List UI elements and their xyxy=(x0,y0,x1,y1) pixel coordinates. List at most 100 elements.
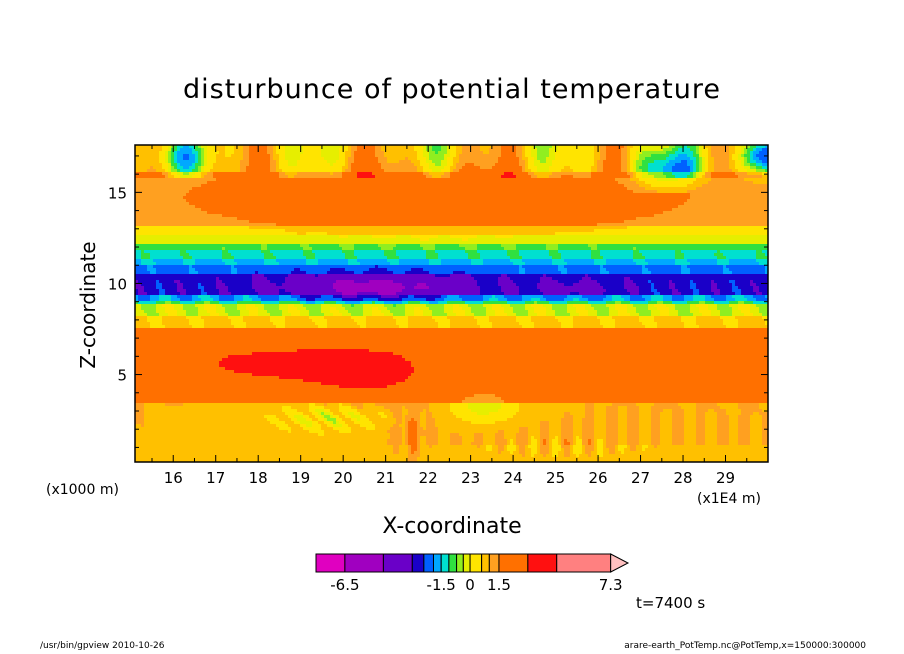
field-cell xyxy=(423,166,426,169)
field-cell xyxy=(327,208,330,211)
field-cell xyxy=(177,214,180,217)
field-cell xyxy=(633,169,636,172)
field-cell xyxy=(471,172,474,175)
field-cell xyxy=(684,175,687,178)
field-cell xyxy=(660,166,663,169)
field-cell xyxy=(453,148,456,151)
field-cell xyxy=(240,172,243,175)
field-cell xyxy=(270,211,273,214)
field-cell xyxy=(243,184,246,187)
field-cell xyxy=(495,202,498,205)
field-cell xyxy=(588,166,591,169)
field-cell xyxy=(360,178,363,181)
field-cell xyxy=(711,151,714,154)
field-cell xyxy=(654,187,657,190)
field-cell xyxy=(456,187,459,190)
field-cell xyxy=(432,211,435,214)
field-cell xyxy=(312,157,315,160)
field-cell xyxy=(312,148,315,151)
field-cell xyxy=(516,175,519,178)
field-cell xyxy=(756,178,759,181)
field-cell xyxy=(276,205,279,208)
field-cell xyxy=(264,172,267,175)
field-cell xyxy=(405,181,408,184)
field-cell xyxy=(657,154,660,157)
field-cell xyxy=(459,193,462,196)
field-cell xyxy=(723,208,726,211)
field-cell xyxy=(648,154,651,157)
field-cell xyxy=(213,193,216,196)
field-cell xyxy=(279,157,282,160)
field-cell xyxy=(165,187,168,190)
field-cell xyxy=(567,148,570,151)
field-cell xyxy=(267,172,270,175)
field-cell xyxy=(657,202,660,205)
field-cell xyxy=(510,166,513,169)
field-cell xyxy=(618,187,621,190)
field-cell xyxy=(213,169,216,172)
field-cell xyxy=(588,160,591,163)
field-cell xyxy=(552,211,555,214)
field-cell xyxy=(411,193,414,196)
field-cell xyxy=(258,178,261,181)
field-cell xyxy=(699,196,702,199)
field-cell xyxy=(540,211,543,214)
field-cell xyxy=(540,202,543,205)
field-cell xyxy=(570,202,573,205)
field-cell xyxy=(216,160,219,163)
field-cell xyxy=(477,208,480,211)
field-cell xyxy=(330,211,333,214)
field-cell xyxy=(501,181,504,184)
field-cell xyxy=(582,157,585,160)
field-cell xyxy=(507,202,510,205)
field-cell xyxy=(594,169,597,172)
field-cell xyxy=(399,208,402,211)
field-cell xyxy=(183,169,186,172)
field-cell xyxy=(156,196,159,199)
field-cell xyxy=(504,205,507,208)
field-cell xyxy=(333,169,336,172)
field-cell xyxy=(750,157,753,160)
field-cell xyxy=(342,166,345,169)
field-cell xyxy=(447,172,450,175)
field-cell xyxy=(744,184,747,187)
field-cell xyxy=(240,178,243,181)
field-cell xyxy=(750,181,753,184)
field-cell xyxy=(582,193,585,196)
field-cell xyxy=(633,199,636,202)
field-cell xyxy=(420,187,423,190)
field-cell xyxy=(174,208,177,211)
field-cell xyxy=(186,148,189,151)
field-cell xyxy=(552,154,555,157)
field-cell xyxy=(462,202,465,205)
field-cell xyxy=(600,181,603,184)
field-cell xyxy=(423,163,426,166)
field-cell xyxy=(693,190,696,193)
field-cell xyxy=(276,157,279,160)
field-cell xyxy=(426,175,429,178)
field-cell xyxy=(279,205,282,208)
field-cell xyxy=(369,199,372,202)
field-cell xyxy=(363,211,366,214)
field-cell xyxy=(630,199,633,202)
field-cell xyxy=(153,205,156,208)
field-cell xyxy=(534,151,537,154)
field-cell xyxy=(753,193,756,196)
field-cell xyxy=(636,178,639,181)
field-cell xyxy=(474,193,477,196)
field-cell xyxy=(657,157,660,160)
field-cell xyxy=(159,208,162,211)
field-cell xyxy=(675,151,678,154)
field-cell xyxy=(621,199,624,202)
field-cell xyxy=(291,181,294,184)
field-cell xyxy=(360,181,363,184)
field-cell xyxy=(540,154,543,157)
field-cell xyxy=(240,211,243,214)
field-cell xyxy=(165,208,168,211)
field-cell xyxy=(372,154,375,157)
field-cell xyxy=(534,166,537,169)
field-cell xyxy=(678,157,681,160)
field-cell xyxy=(246,175,249,178)
field-cell xyxy=(345,178,348,181)
field-cell xyxy=(402,199,405,202)
